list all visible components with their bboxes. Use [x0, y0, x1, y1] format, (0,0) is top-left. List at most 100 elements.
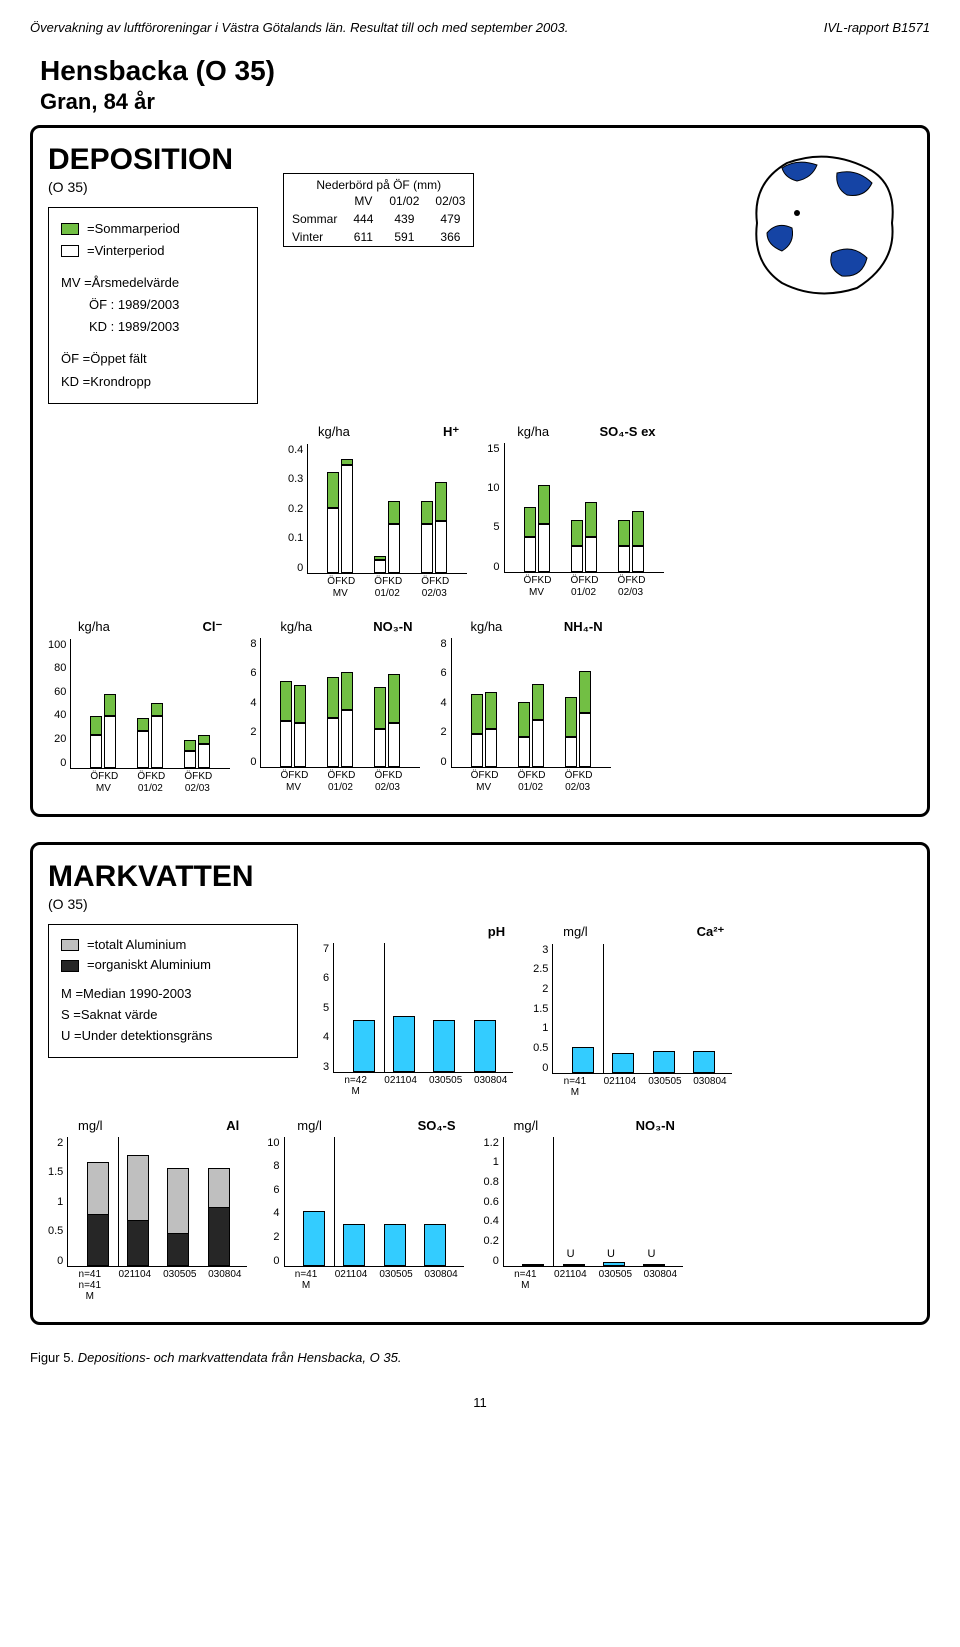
ytick: 0.4 [288, 444, 303, 456]
bar [474, 1020, 496, 1072]
bar-winter [198, 744, 210, 767]
bar-stack [524, 485, 536, 572]
bar-winter [618, 546, 630, 572]
ytick: 10 [487, 482, 499, 494]
bar-stack [151, 703, 163, 768]
legend-label: =organiskt Aluminium [87, 955, 211, 976]
ytick: 0.5 [533, 1042, 548, 1054]
chart-ylabel: kg/ha [517, 424, 549, 439]
x-group: ÖFKD02/03 [183, 771, 211, 794]
x-bar-label: ÖF [374, 576, 386, 587]
bar-stack [90, 694, 102, 768]
x-bar-label: KD [151, 771, 163, 782]
dep-chart: kg/haNH₄-N02468ÖFKDMVÖFKD01/02ÖFKD02/03 [440, 619, 610, 794]
ytick: 4 [273, 1207, 279, 1219]
bar-stack [184, 735, 196, 767]
bar-winter [374, 560, 386, 573]
bar-winter [565, 737, 577, 766]
x-group: ÖFKD02/03 [373, 770, 401, 793]
x-group: ÖFKD01/02 [373, 576, 401, 599]
bar-winter [294, 723, 306, 767]
chart-ylabel: kg/ha [470, 619, 502, 634]
x-label: n=41 M [286, 1269, 326, 1291]
bar-stack [341, 459, 353, 573]
ytick: 60 [54, 686, 66, 698]
bar-group [618, 511, 644, 572]
ytick: 6 [273, 1184, 279, 1196]
legend-label: =Vinterperiod [87, 240, 164, 262]
bar [353, 1020, 375, 1072]
precip-caption: Nederbörd på ÖF (mm) [284, 174, 473, 192]
bar [343, 1224, 365, 1266]
ytick: 6 [323, 972, 329, 984]
chart-ylabel: mg/l [78, 1118, 103, 1133]
ytick: 80 [54, 662, 66, 674]
chart-title: H⁺ [443, 424, 459, 440]
x-bar-label: ÖF [518, 770, 530, 781]
bar-stack [435, 482, 447, 573]
ytick: 2 [440, 726, 446, 738]
bar-summer [184, 740, 196, 750]
bar-winter [435, 521, 447, 573]
legend-text: S =Saknat värde [61, 1005, 285, 1026]
bar-winter [280, 721, 292, 767]
x-group-label: MV [333, 588, 348, 599]
bar-summer [137, 718, 149, 731]
x-group: ÖFKD02/03 [420, 576, 448, 599]
ytick: 5 [323, 1002, 329, 1014]
ytick: 0 [440, 756, 446, 768]
bar-summer [585, 502, 597, 537]
bar [424, 1224, 446, 1266]
bar-summer [90, 716, 102, 736]
x-group-label: 02/03 [618, 587, 643, 598]
ytick: 5 [493, 521, 499, 533]
legend-text: U =Under detektionsgräns [61, 1026, 285, 1047]
x-bar-label: KD [538, 575, 550, 586]
bar-winter [151, 716, 163, 768]
x-group: ÖFKDMV [326, 576, 354, 599]
bar-stack [198, 735, 210, 767]
ytick: 10 [267, 1137, 279, 1149]
x-bar-label: ÖF [374, 770, 386, 781]
bar-winter [341, 465, 353, 572]
markvatten-sub: (O 35) [48, 896, 912, 912]
bar-summer [518, 702, 530, 738]
ytick: 1 [493, 1156, 499, 1168]
bar-winter [184, 751, 196, 768]
bar [653, 1051, 675, 1073]
bar-group [374, 674, 400, 767]
mv-chart: mg/lSO₄-S0246810n=41 M021104030505030804 [267, 1118, 463, 1302]
bar-stack [571, 502, 583, 571]
x-bar-label: KD [585, 575, 597, 586]
ytick: 0.2 [288, 503, 303, 515]
mv-chart: mg/lAl00.511.52n=41 n=41 M02110403050503… [48, 1118, 247, 1302]
bar [522, 1264, 544, 1266]
bar-stack [579, 671, 591, 767]
bar-summer [388, 501, 400, 524]
legend-text: ÖF =Öppet fält [61, 348, 245, 370]
legend-label: =totalt Aluminium [87, 935, 186, 956]
bar-stack [518, 684, 530, 767]
precip-cell: 591 [381, 228, 427, 246]
bar-summer [374, 687, 386, 729]
x-bar-label: KD [435, 576, 447, 587]
bar-winter [421, 524, 433, 573]
bar-summer [280, 681, 292, 722]
plot-area [451, 638, 611, 768]
bar-group [327, 459, 353, 573]
precip-col [284, 192, 345, 210]
x-bar-label: KD [341, 576, 353, 587]
median-divider [334, 1137, 335, 1266]
bar-stack [618, 511, 630, 572]
x-bar-label: KD [532, 770, 544, 781]
bar-summer [538, 485, 550, 524]
x-label: 021104 [331, 1269, 371, 1291]
ytick: 2 [542, 983, 548, 995]
chart-title: pH [488, 924, 505, 939]
x-group-label: MV [96, 783, 111, 794]
precip-cell: Sommar [284, 210, 345, 228]
x-label: 030804 [640, 1269, 680, 1291]
ytick: 1.5 [533, 1003, 548, 1015]
plot-area [260, 638, 420, 768]
bar-winter [388, 524, 400, 573]
